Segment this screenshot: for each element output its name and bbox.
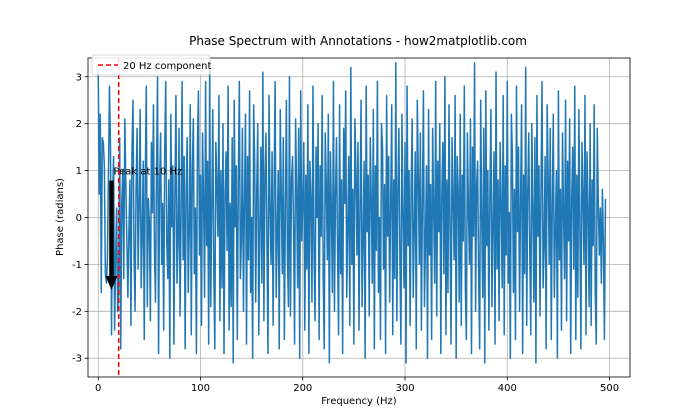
y-tick-label: -1	[72, 260, 82, 271]
x-tick-label: 200	[293, 383, 312, 394]
series-line-phase	[97, 61, 607, 364]
x-tick-label: 0	[95, 383, 101, 394]
data-layer	[97, 61, 607, 364]
chart-title: Phase Spectrum with Annotations - how2ma…	[189, 34, 527, 48]
x-tick-label: 100	[191, 383, 210, 394]
annotation-peak-text: Peak at 10 Hz	[113, 167, 182, 178]
y-tick-label: 1	[76, 166, 82, 177]
y-tick-label: 3	[76, 72, 82, 83]
y-tick-label: 2	[76, 119, 82, 130]
annotation-arrow-head	[105, 275, 118, 290]
y-tick-label: -2	[72, 307, 82, 318]
y-tick-label: -3	[72, 354, 82, 365]
legend: 20 Hz component	[91, 54, 212, 76]
y-tick-label: 0	[76, 213, 82, 224]
y-axis-label: Phase (radians)	[55, 178, 66, 256]
legend-box	[91, 54, 211, 76]
x-tick-label: 500	[600, 383, 619, 394]
x-tick-label: 400	[498, 383, 517, 394]
legend-entry-label: 20 Hz component	[123, 61, 212, 72]
x-tick-label: 300	[395, 383, 414, 394]
axis-ticks: 0 100 200 300 400 500 -3 -2 -1 0 1 2 3	[72, 72, 619, 394]
x-axis-label: Frequency (Hz)	[321, 396, 397, 407]
annotation-layer: Peak at 10 Hz	[105, 58, 182, 377]
